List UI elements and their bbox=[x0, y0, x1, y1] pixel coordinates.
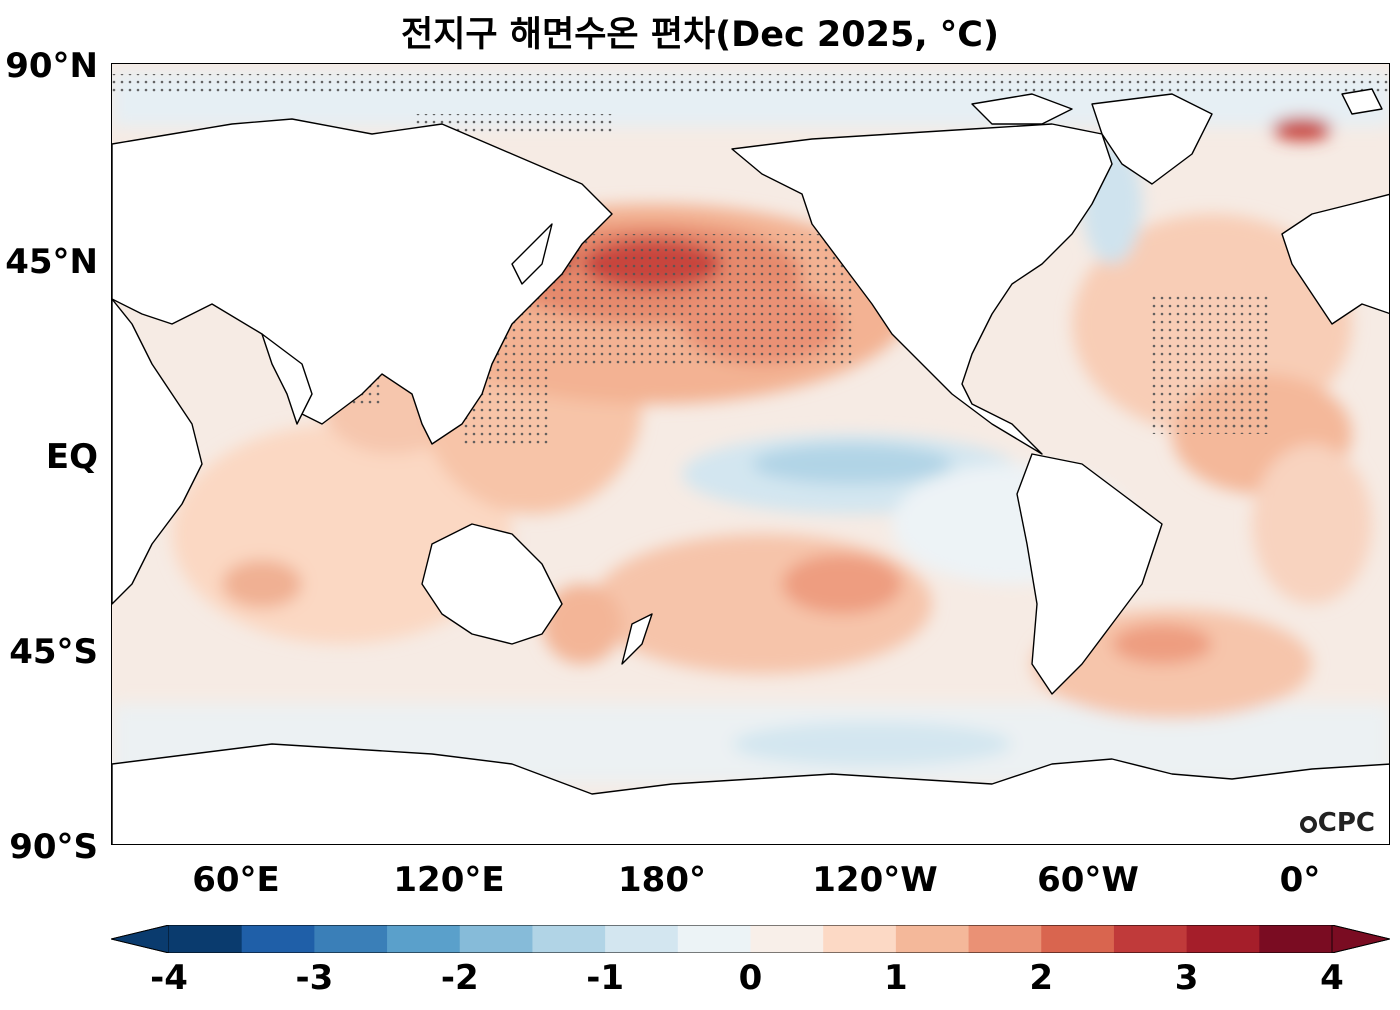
lon-label-0: 0° bbox=[1279, 860, 1321, 900]
africa bbox=[112, 298, 203, 605]
map-canvas bbox=[112, 64, 1389, 844]
lat-label-eq: EQ bbox=[45, 437, 98, 477]
lon-label-180: 180° bbox=[618, 860, 706, 900]
colorbar-cell bbox=[169, 925, 243, 953]
colorbar-cells bbox=[111, 925, 1390, 953]
colorbar-cell bbox=[1186, 925, 1260, 953]
colorbar-cell bbox=[895, 925, 970, 953]
colorbar-tick-label: -4 bbox=[150, 958, 188, 998]
colorbar-cell bbox=[1113, 925, 1188, 953]
north-america bbox=[731, 123, 1113, 455]
colorbar-tick-label: -2 bbox=[440, 958, 479, 998]
colorbar-tick-label: 3 bbox=[1174, 958, 1199, 998]
sst-anomaly-map: CPC bbox=[111, 63, 1390, 845]
europe bbox=[1281, 193, 1389, 325]
new-zealand bbox=[621, 613, 653, 665]
cpc-credit-text: CPC bbox=[1317, 808, 1375, 838]
lat-label-45s: 45°S bbox=[9, 632, 98, 672]
colorbar-tick-label: 1 bbox=[884, 958, 908, 998]
australia bbox=[421, 523, 563, 645]
colorbar-extend-high bbox=[1331, 925, 1390, 953]
colorbar-cell bbox=[241, 925, 315, 953]
colorbar-cell bbox=[750, 925, 824, 953]
colorbar bbox=[111, 925, 1390, 953]
lon-label-120e: 120°E bbox=[393, 860, 505, 900]
lon-label-60e: 60°E bbox=[192, 860, 280, 900]
colorbar-tick-label: -1 bbox=[586, 958, 625, 998]
cpc-logo-icon bbox=[1299, 816, 1317, 833]
map-title: 전지구 해면수온 편차(Dec 2025, °C) bbox=[401, 15, 999, 55]
greenland bbox=[1091, 93, 1213, 185]
colorbar-cell bbox=[387, 925, 461, 953]
lat-label-90n: 90°N bbox=[5, 46, 98, 86]
lat-label-90s: 90°S bbox=[9, 827, 98, 867]
arctic-islands bbox=[971, 93, 1073, 125]
antarctica bbox=[112, 743, 1389, 844]
lat-label-45n: 45°N bbox=[5, 242, 98, 282]
colorbar-tick-label: 4 bbox=[1320, 958, 1344, 998]
colorbar-cell bbox=[605, 925, 679, 953]
colorbar-cell bbox=[677, 925, 751, 953]
lon-label-120w: 120°W bbox=[812, 860, 938, 900]
colorbar-cell bbox=[1259, 925, 1333, 953]
land-masses bbox=[112, 88, 1389, 844]
colorbar-cell bbox=[823, 925, 897, 953]
colorbar-cell bbox=[1041, 925, 1115, 953]
eurasia bbox=[112, 118, 613, 445]
colorbar-tick-label: 0 bbox=[738, 958, 763, 998]
colorbar-tick-label: -3 bbox=[295, 958, 334, 998]
colorbar-tick-label: 2 bbox=[1029, 958, 1054, 998]
colorbar-cell bbox=[459, 925, 533, 953]
colorbar-cell bbox=[968, 925, 1042, 953]
india bbox=[261, 333, 313, 425]
colorbar-cell bbox=[314, 925, 388, 953]
colorbar-cell bbox=[532, 925, 606, 953]
colorbar-extend-low bbox=[111, 925, 170, 953]
japan bbox=[511, 223, 553, 285]
lon-label-60w: 60°W bbox=[1037, 860, 1139, 900]
cpc-credit: CPC bbox=[1299, 808, 1375, 838]
south-america bbox=[1016, 453, 1163, 695]
svalbard bbox=[1341, 88, 1383, 115]
